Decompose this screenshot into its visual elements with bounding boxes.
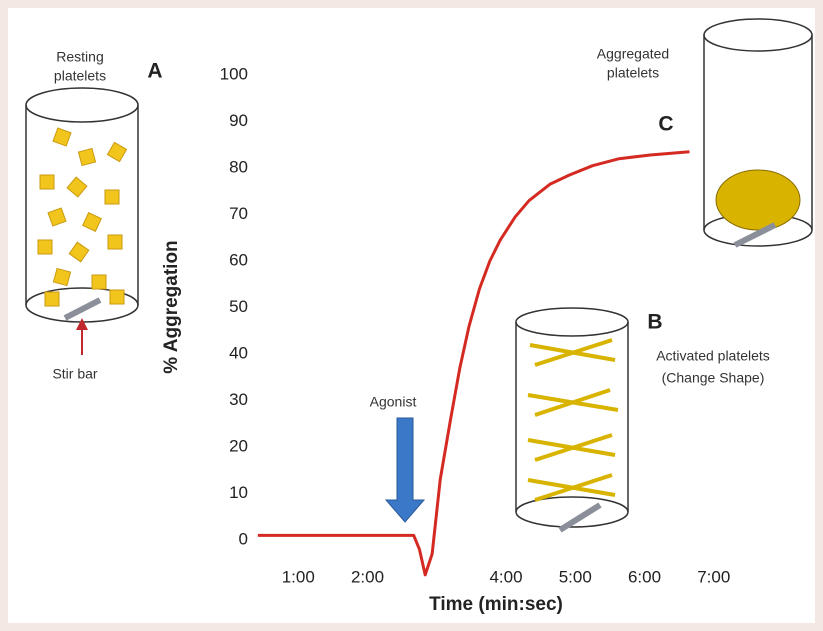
cylinder-a	[25, 87, 139, 355]
panel	[8, 8, 815, 623]
annotation: platelets	[607, 65, 659, 81]
y-tick-label: 20	[229, 436, 248, 455]
annotation: B	[647, 311, 662, 334]
y-tick-label: 90	[229, 111, 248, 130]
y-tick-label: 10	[229, 483, 248, 502]
x-tick-label: 2:00	[351, 567, 384, 586]
annotation: platelets	[54, 68, 106, 84]
annotation: (Change Shape)	[662, 370, 765, 386]
line	[257, 150, 690, 577]
x-axis-label: Time (min:sec)	[429, 594, 563, 615]
y-axis-label: % Aggregation	[161, 240, 182, 373]
y-tick-label: 70	[229, 204, 248, 223]
annotation: Resting	[56, 49, 103, 65]
cylinder-b	[515, 307, 629, 533]
y-tick-label: 80	[229, 157, 248, 176]
y-tick-label: 40	[229, 343, 248, 362]
cylinder-c	[703, 18, 813, 248]
y-tick-label: 100	[220, 64, 248, 83]
x-tick-label: 5:00	[559, 567, 592, 586]
y-tick-label: 60	[229, 250, 248, 269]
agonist-arrow	[384, 417, 426, 523]
annotation: Aggregated	[597, 46, 669, 62]
x-tick-label: 7:00	[697, 567, 730, 586]
annotation: A	[147, 60, 162, 83]
annotation: Stir bar	[52, 366, 97, 382]
x-tick-label: 6:00	[628, 567, 661, 586]
annotation: C	[658, 113, 673, 136]
x-tick-label: 4:00	[489, 567, 522, 586]
x-tick-label: 1:00	[282, 567, 315, 586]
y-tick-label: 30	[229, 390, 248, 409]
y-tick-label: 50	[229, 297, 248, 316]
annotation: Activated platelets	[656, 348, 770, 364]
annotation: Agonist	[370, 394, 417, 410]
y-tick-label: 0	[239, 529, 248, 548]
